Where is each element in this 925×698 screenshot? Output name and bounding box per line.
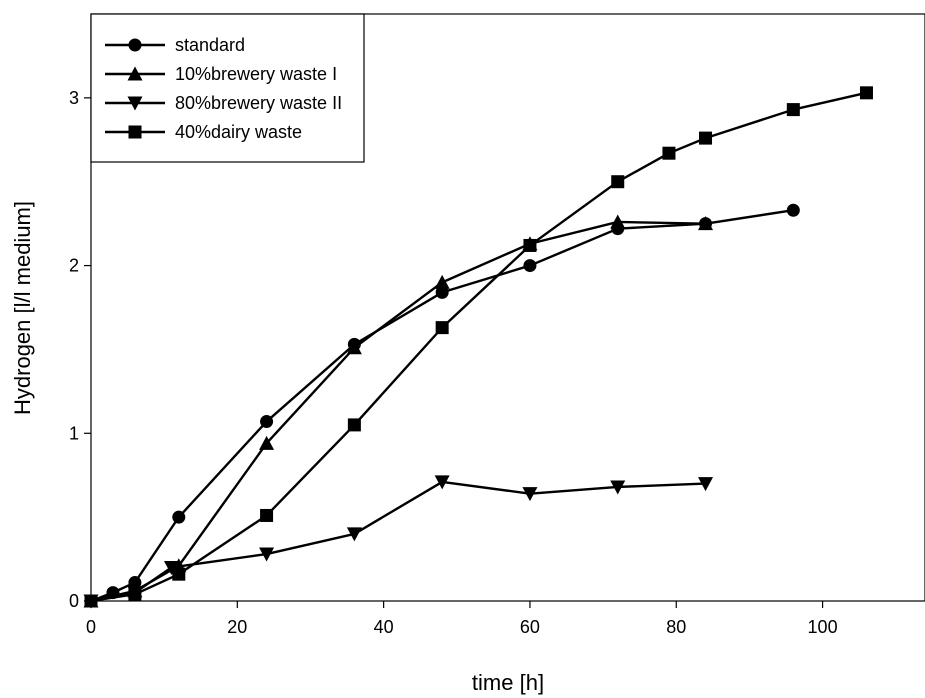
data-point	[128, 587, 142, 601]
data-point	[435, 321, 449, 335]
legend-marker	[128, 38, 142, 52]
legend-label: 80%brewery waste II	[175, 93, 342, 113]
series-layer	[83, 86, 873, 609]
data-point	[346, 527, 362, 542]
y-tick-label: 3	[69, 88, 79, 108]
data-point	[610, 480, 626, 495]
legend-marker	[127, 66, 143, 81]
data-point	[172, 567, 186, 581]
x-tick-label: 20	[227, 617, 247, 637]
legend: standard 10%brewery waste I 80%brewery was…	[90, 13, 365, 163]
data-point	[859, 86, 873, 100]
legend-marker	[128, 125, 142, 139]
x-tick-label: 40	[374, 617, 394, 637]
data-point	[610, 214, 626, 229]
data-point	[260, 415, 274, 429]
data-point	[259, 547, 275, 562]
data-point	[786, 103, 800, 117]
legend-label: standard	[175, 35, 245, 55]
series-40-dairy-waste	[84, 86, 873, 608]
data-point	[523, 259, 537, 273]
data-point	[434, 475, 450, 490]
data-point	[522, 487, 538, 502]
y-tick-label: 1	[69, 423, 79, 443]
series-line	[90, 480, 706, 603]
data-point	[259, 435, 275, 450]
data-point	[698, 477, 714, 492]
legend-label: 10%brewery waste I	[175, 64, 337, 84]
legend-label: 40%dairy waste	[175, 122, 302, 142]
data-point	[699, 131, 713, 145]
series-10-brewery-waste-i	[83, 214, 714, 608]
x-tick-label: 60	[520, 617, 540, 637]
data-point	[434, 274, 450, 289]
legend-item: 10%brewery waste I	[105, 64, 337, 84]
series-line	[90, 91, 867, 603]
plot-frame	[90, 13, 925, 602]
y-tick-label: 0	[69, 591, 79, 611]
data-point	[172, 510, 186, 524]
data-point	[662, 146, 676, 160]
data-point	[611, 175, 625, 189]
data-point	[347, 418, 361, 432]
legend-marker	[127, 96, 143, 111]
data-point	[84, 594, 98, 608]
data-point	[260, 508, 274, 522]
legend-items: standard 10%brewery waste I 80%brewery was…	[105, 35, 342, 142]
data-point	[698, 216, 714, 231]
data-point	[523, 238, 537, 252]
legend-item: 80%brewery waste II	[105, 93, 342, 113]
x-tick-label: 0	[86, 617, 96, 637]
x-tick-label: 80	[666, 617, 686, 637]
series-80-brewery-waste-ii	[83, 475, 714, 609]
data-point	[128, 576, 142, 590]
data-point	[435, 285, 449, 299]
data-point	[163, 560, 179, 575]
data-point	[346, 340, 362, 355]
series-line	[90, 220, 706, 603]
legend-item: 40%dairy waste	[105, 122, 302, 142]
y-axis-title: Hydrogen [l/l medium]	[10, 201, 35, 415]
data-point	[786, 203, 800, 217]
x-tick-label: 100	[808, 617, 838, 637]
y-tick-label: 2	[69, 256, 79, 276]
axes: 0 20 40 60 80 100 0 1 2 3	[69, 88, 838, 637]
legend-item: standard	[105, 35, 245, 55]
x-axis-title: time [h]	[472, 670, 544, 695]
